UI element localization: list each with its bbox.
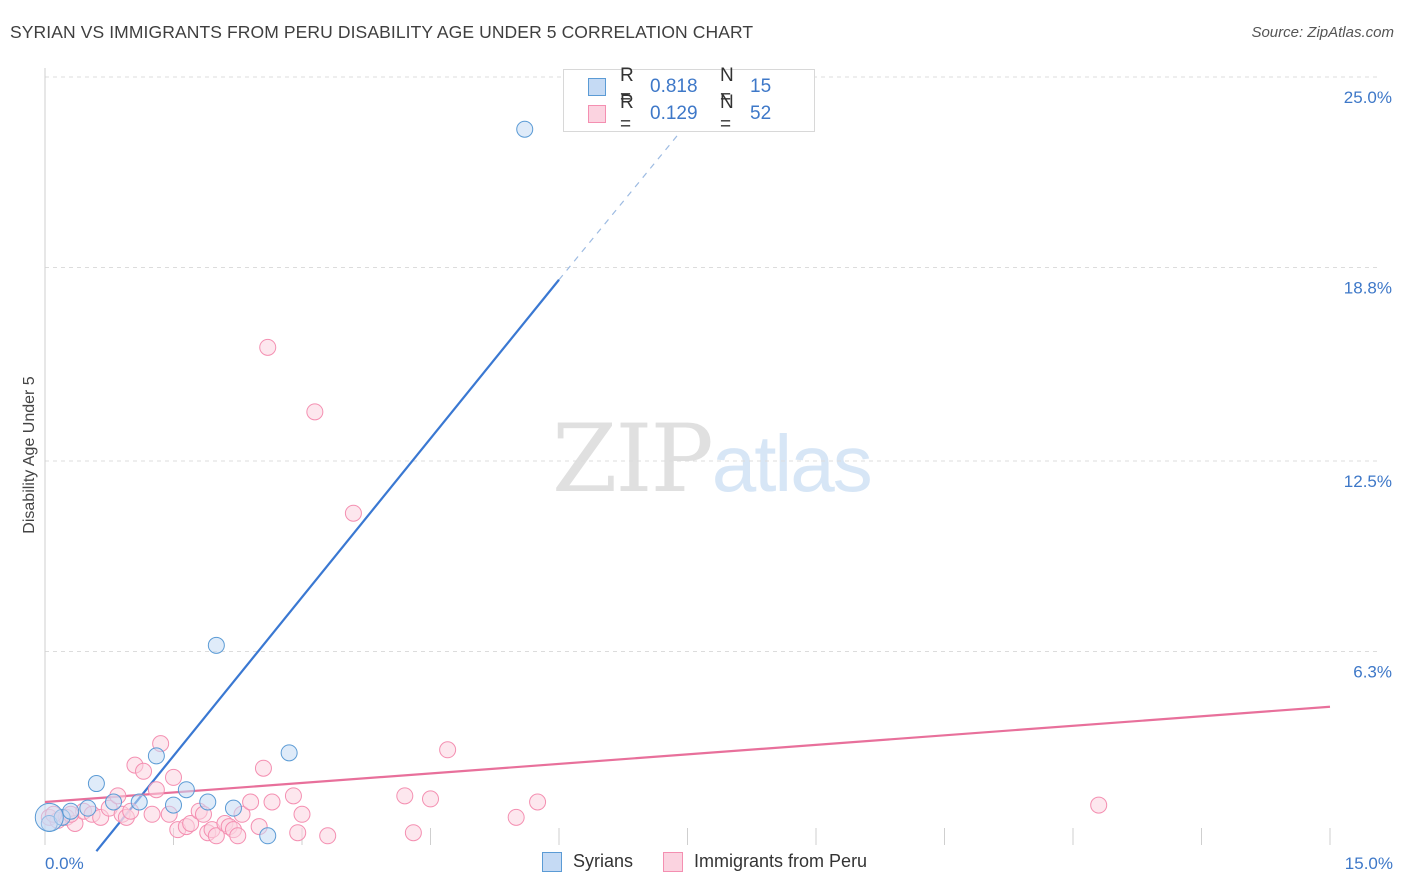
point-syrians [62,802,80,820]
y-tick-label: 25.0% [1344,88,1392,107]
x-tick-label: 15.0% [1345,854,1393,873]
point-syrians [199,793,217,811]
y-tick-label: 12.5% [1344,472,1392,491]
y-axis-label: Disability Age Under 5 [21,376,38,534]
chart-title: SYRIAN VS IMMIGRANTS FROM PERU DISABILIT… [10,22,754,42]
point-peru [306,403,324,421]
point-peru [259,338,277,356]
point-peru [422,790,439,808]
trend-line-syrians-extension [558,122,688,281]
x-tick-label: 0.0% [45,854,84,873]
legend-n-value: 52 [750,103,772,124]
point-peru [143,805,161,823]
legend-label-syrians: Syrians [573,851,634,871]
point-syrians [207,636,225,654]
point-peru [404,824,422,842]
legend-swatch-peru [588,105,606,123]
point-peru [319,827,337,845]
point-peru [344,504,362,522]
y-tick-label: 6.3% [1353,662,1392,681]
swatch-syrians [542,851,562,872]
series-legend: Syrians Immigrants from Peru [542,851,897,872]
point-syrians [147,747,165,765]
point-peru [284,787,302,805]
trend-line-syrians [95,279,560,852]
point-peru [254,759,272,777]
point-syrians [79,799,97,817]
axes [44,68,1331,845]
point-peru [507,808,525,826]
correlation-legend: R = 0.818 N = 15 R = 0.129 N = 52 [563,65,815,135]
point-syrians [516,120,534,138]
source-label: Source: ZipAtlas.com [1251,24,1394,41]
point-syrians [224,799,242,817]
legend-r-value: 0.129 [650,103,698,124]
point-syrians [165,796,182,814]
gridlines [45,76,1380,652]
swatch-peru [663,851,684,872]
point-peru [229,827,247,845]
point-peru [439,741,457,759]
point-syrians [259,827,277,845]
legend-item-peru[interactable]: Immigrants from Peru [663,851,867,872]
legend-item-syrians[interactable]: Syrians [542,851,633,872]
point-peru [289,824,307,842]
point-peru [529,793,547,811]
legend-r-label: R = [620,65,634,108]
tick-labels: 25.0% 18.8% 12.5% 6.3% 0.0% 15.0% [45,88,1393,873]
trend-lines [44,122,1331,852]
legend-r-label: R = [620,92,634,135]
legend-row-syrians: R = 0.818 N = 15 [588,65,772,108]
watermark: ZIPatlas [552,405,873,514]
point-syrians [177,781,195,799]
legend-r-value: 0.818 [650,76,698,97]
point-peru [165,768,182,786]
point-peru [135,762,153,780]
y-tick-label: 18.8% [1344,278,1392,297]
legend-n-label: N = [720,65,734,108]
point-syrians [105,793,123,811]
point-peru [242,793,260,811]
point-peru [182,814,200,832]
point-syrians [130,793,148,811]
trend-line-peru [44,705,1331,804]
legend-swatch-syrians [588,78,606,96]
point-peru [1090,796,1108,814]
point-peru [147,781,165,799]
legend-n-label: N = [720,92,734,135]
watermark-atlas: atlas [711,419,873,508]
point-peru [263,793,281,811]
legend-n-value: 15 [750,76,772,97]
watermark-zip: ZIP [552,405,714,514]
point-syrians [87,775,105,793]
point-peru [207,827,225,845]
point-peru [293,805,311,823]
point-syrians [280,744,298,762]
legend-label-peru: Immigrants from Peru [694,851,868,871]
legend-row-peru: R = 0.129 N = 52 [588,92,772,135]
point-cluster [34,802,64,832]
data-points [34,120,1108,845]
point-peru [396,787,414,805]
